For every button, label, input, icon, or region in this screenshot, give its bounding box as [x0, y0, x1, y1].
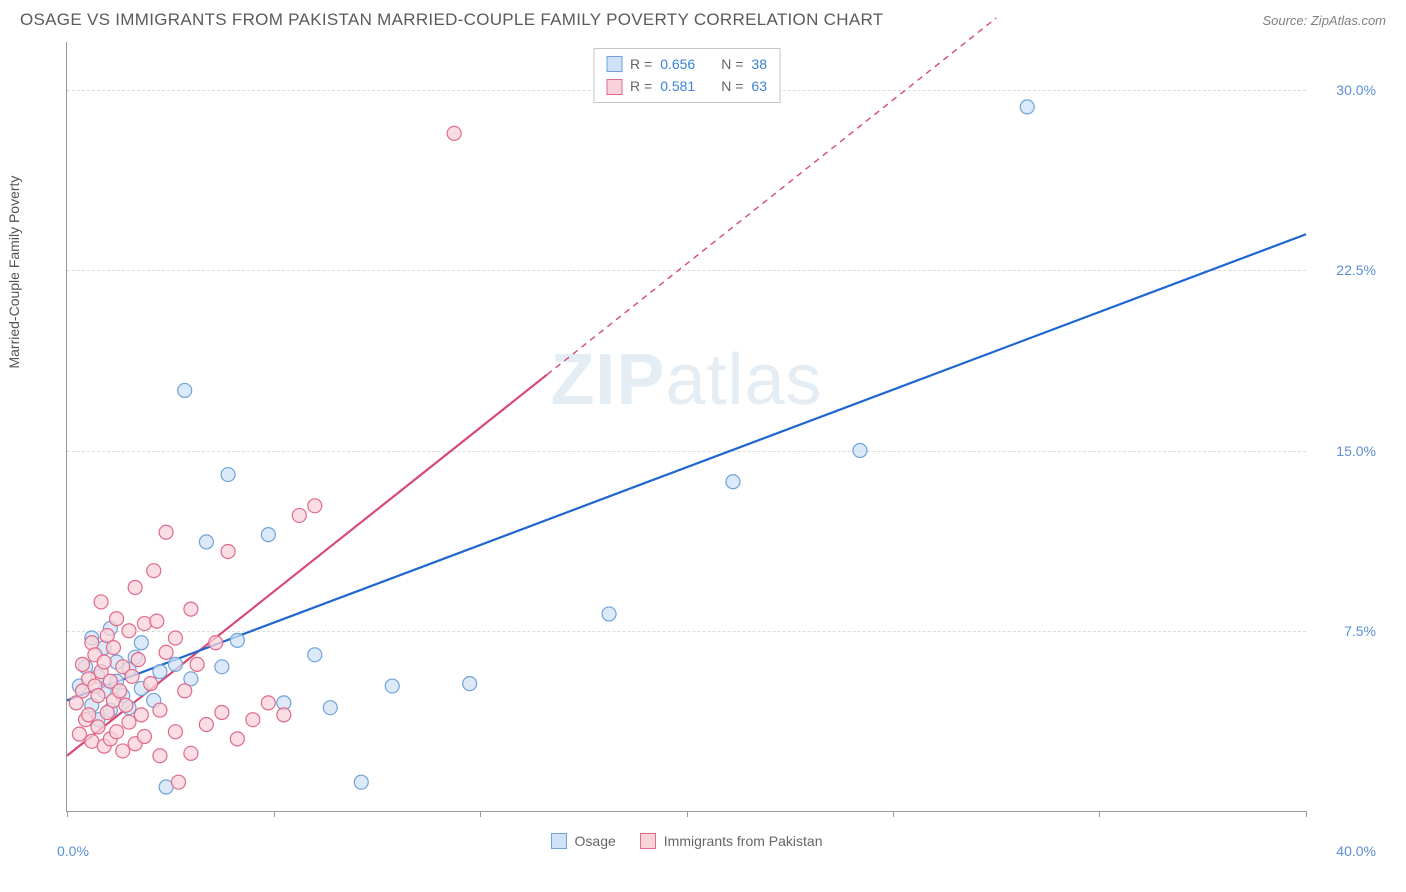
plot-region: ZIPatlas R = 0.656 N = 38 R = 0.581 N = … [66, 42, 1306, 812]
x-max-label: 40.0% [1336, 843, 1376, 859]
source-attribution: Source: ZipAtlas.com [1262, 13, 1386, 28]
legend-label-pakistan: Immigrants from Pakistan [664, 833, 823, 849]
y-tick-label: 30.0% [1316, 82, 1376, 98]
chart-header: OSAGE VS IMMIGRANTS FROM PAKISTAN MARRIE… [0, 0, 1406, 36]
n-value-osage: 38 [751, 53, 767, 75]
swatch-osage [606, 56, 622, 72]
correlation-legend: R = 0.656 N = 38 R = 0.581 N = 63 [593, 48, 780, 103]
n-value-pakistan: 63 [751, 75, 767, 97]
legend-row-osage: R = 0.656 N = 38 [606, 53, 767, 75]
y-tick-label: 22.5% [1316, 262, 1376, 278]
legend-item-pakistan: Immigrants from Pakistan [640, 833, 823, 849]
legend-item-osage: Osage [551, 833, 616, 849]
y-axis-label: Married-Couple Family Poverty [6, 176, 22, 369]
y-tick-label: 7.5% [1316, 623, 1376, 639]
swatch-pakistan-bottom [640, 833, 656, 849]
x-origin-label: 0.0% [57, 843, 89, 859]
swatch-pakistan [606, 79, 622, 95]
plot-svg [67, 42, 1306, 811]
chart-title: OSAGE VS IMMIGRANTS FROM PAKISTAN MARRIE… [20, 10, 883, 30]
swatch-osage-bottom [551, 833, 567, 849]
legend-label-osage: Osage [575, 833, 616, 849]
y-tick-label: 15.0% [1316, 443, 1376, 459]
r-value-pakistan: 0.581 [660, 75, 695, 97]
chart-area: Married-Couple Family Poverty ZIPatlas R… [20, 42, 1386, 872]
legend-row-pakistan: R = 0.581 N = 63 [606, 75, 767, 97]
r-value-osage: 0.656 [660, 53, 695, 75]
series-legend: Osage Immigrants from Pakistan [551, 833, 823, 849]
